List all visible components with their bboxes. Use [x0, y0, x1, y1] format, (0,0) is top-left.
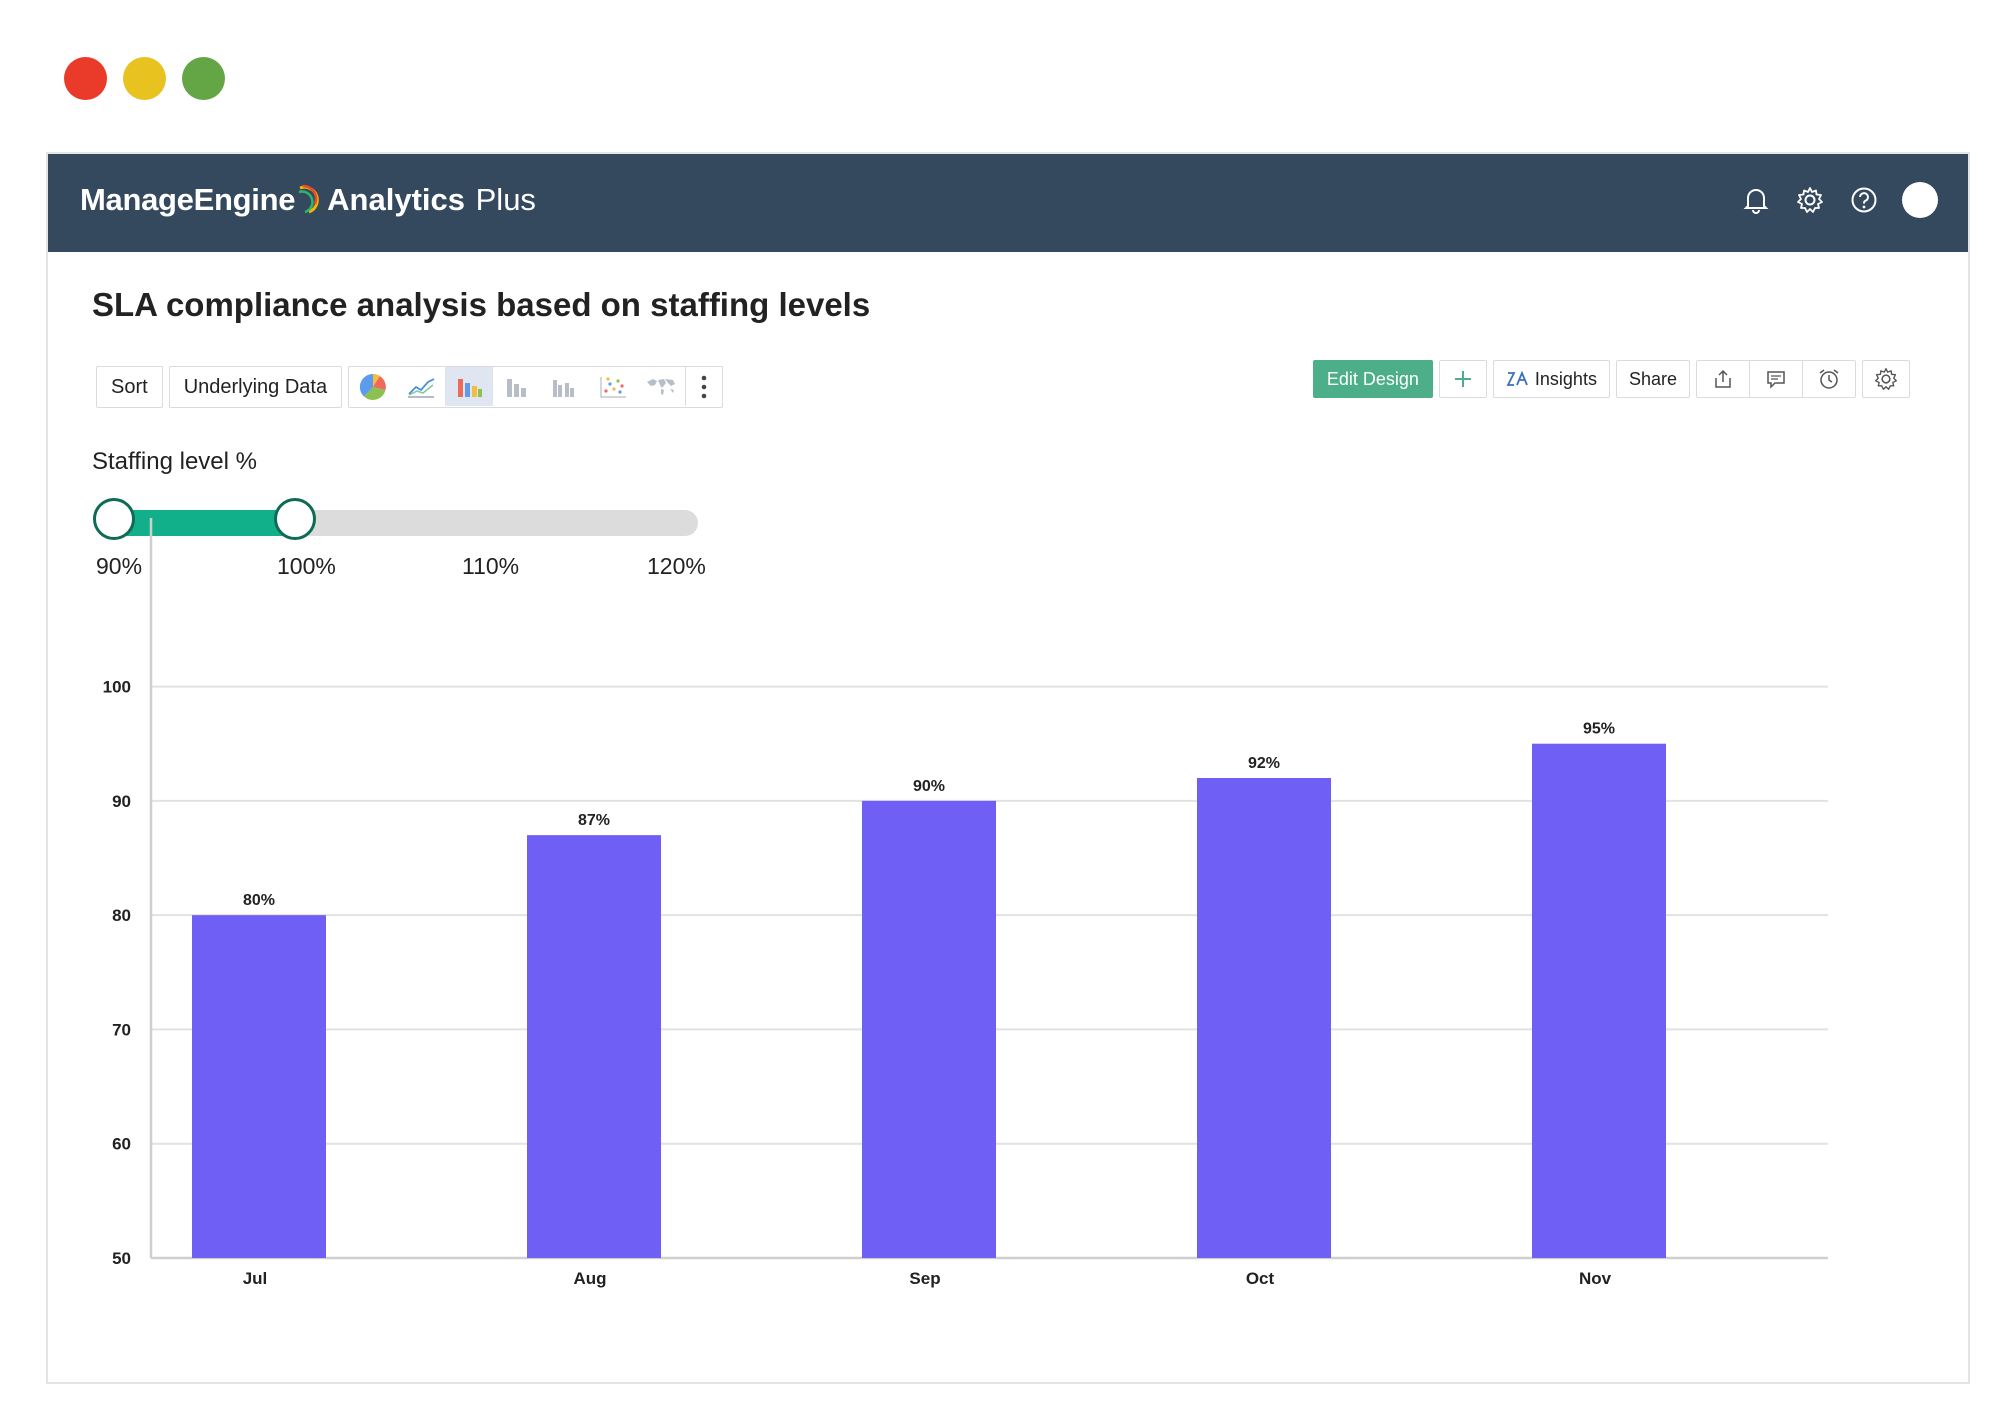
- page-title: SLA compliance analysis based on staffin…: [92, 286, 871, 323]
- map-icon[interactable]: [637, 367, 685, 406]
- settings-gear-icon: [1875, 368, 1897, 390]
- y-tick-label: 50: [112, 1249, 131, 1268]
- slider-tick-label: 120%: [647, 553, 706, 579]
- stacked-bar-icon[interactable]: [493, 367, 541, 406]
- y-tick-label: 100: [103, 678, 131, 697]
- staffing-level-slider[interactable]: 90% 100% 110% 120%: [93, 498, 706, 588]
- top-bar: ManageEngine Analytics Plus: [48, 154, 1968, 252]
- bar-chart-icon[interactable]: [445, 367, 494, 406]
- bar-data-label: 92%: [1248, 755, 1280, 772]
- slider-tick-label: 110%: [462, 553, 520, 579]
- bell-icon[interactable]: [1740, 184, 1772, 216]
- grouped-bar-icon[interactable]: [541, 367, 589, 406]
- bar-data-label: 90%: [913, 778, 945, 795]
- staffing-filter-label: Staffing level %: [92, 448, 257, 475]
- chart-bar[interactable]: [527, 835, 661, 1258]
- product-name: Analytics: [327, 182, 465, 217]
- chart-bar[interactable]: [192, 915, 326, 1258]
- scatter-icon[interactable]: [589, 367, 637, 406]
- slider-handle-low[interactable]: [93, 498, 135, 540]
- y-tick-label: 90: [112, 792, 131, 811]
- y-tick-label: 70: [112, 1020, 131, 1039]
- plus-icon: [1454, 371, 1471, 387]
- comment-icon[interactable]: [1750, 361, 1803, 397]
- x-tick-label: Aug: [573, 1269, 606, 1288]
- line-chart-icon[interactable]: [397, 367, 445, 406]
- report-toolbar: Sort Underlying Data: [96, 366, 724, 408]
- slider-tick-label: 90%: [96, 553, 143, 579]
- y-tick-label: 80: [112, 906, 131, 925]
- underlying-data-button[interactable]: Underlying Data: [168, 366, 343, 408]
- close-window-button[interactable]: [64, 57, 107, 100]
- x-tick-label: Jul: [243, 1269, 268, 1288]
- slider-selected-range: [114, 510, 299, 536]
- insights-button[interactable]: Insights: [1492, 360, 1610, 398]
- slider-handle-high[interactable]: [274, 498, 316, 540]
- chart-bar[interactable]: [1532, 743, 1666, 1258]
- bar-chart: 50 60 70 80 90 100 80% Jul 87% Aug 90% Sep 92% Oct 95%…: [103, 518, 1828, 1288]
- help-icon[interactable]: [1848, 184, 1880, 216]
- product-suffix: Plus: [475, 182, 536, 217]
- export-icon[interactable]: [1697, 361, 1750, 397]
- share-button[interactable]: Share: [1615, 360, 1690, 398]
- pie-chart-icon[interactable]: [349, 367, 397, 406]
- edit-design-button[interactable]: Edit Design: [1312, 360, 1433, 398]
- gear-icon[interactable]: [1794, 184, 1826, 216]
- chart-type-selector: [348, 366, 724, 408]
- brand-name: ManageEngine: [80, 182, 296, 217]
- minimize-window-button[interactable]: [123, 57, 166, 100]
- insights-label: Insights: [1534, 368, 1597, 389]
- chart-bar[interactable]: [862, 800, 996, 1258]
- settings-button[interactable]: [1862, 360, 1910, 398]
- window-controls: [64, 57, 225, 100]
- y-tick-label: 60: [112, 1135, 131, 1154]
- alarm-icon[interactable]: [1803, 361, 1855, 397]
- more-options-icon[interactable]: [685, 367, 722, 406]
- app-window: ManageEngine Analytics Plus SLA complian…: [46, 152, 1970, 1384]
- avatar[interactable]: [1902, 182, 1938, 218]
- bar-data-label: 80%: [243, 892, 275, 909]
- slider-tick-label: 100%: [277, 553, 336, 579]
- x-tick-label: Oct: [1246, 1269, 1275, 1288]
- export-tools: [1696, 360, 1856, 398]
- maximize-window-button[interactable]: [182, 57, 225, 100]
- zia-icon: [1506, 370, 1528, 386]
- sort-button[interactable]: Sort: [96, 366, 163, 408]
- brand-logo[interactable]: ManageEngine Analytics Plus: [80, 182, 536, 218]
- x-tick-label: Sep: [909, 1269, 940, 1288]
- action-toolbar: Edit Design Insights Share: [1312, 360, 1910, 398]
- bar-data-label: 87%: [578, 812, 610, 829]
- x-tick-label: Nov: [1579, 1269, 1612, 1288]
- logo-arc-icon: [298, 184, 319, 214]
- bar-data-label: 95%: [1583, 721, 1615, 738]
- chart-bar[interactable]: [1197, 778, 1331, 1258]
- add-button[interactable]: [1438, 360, 1487, 398]
